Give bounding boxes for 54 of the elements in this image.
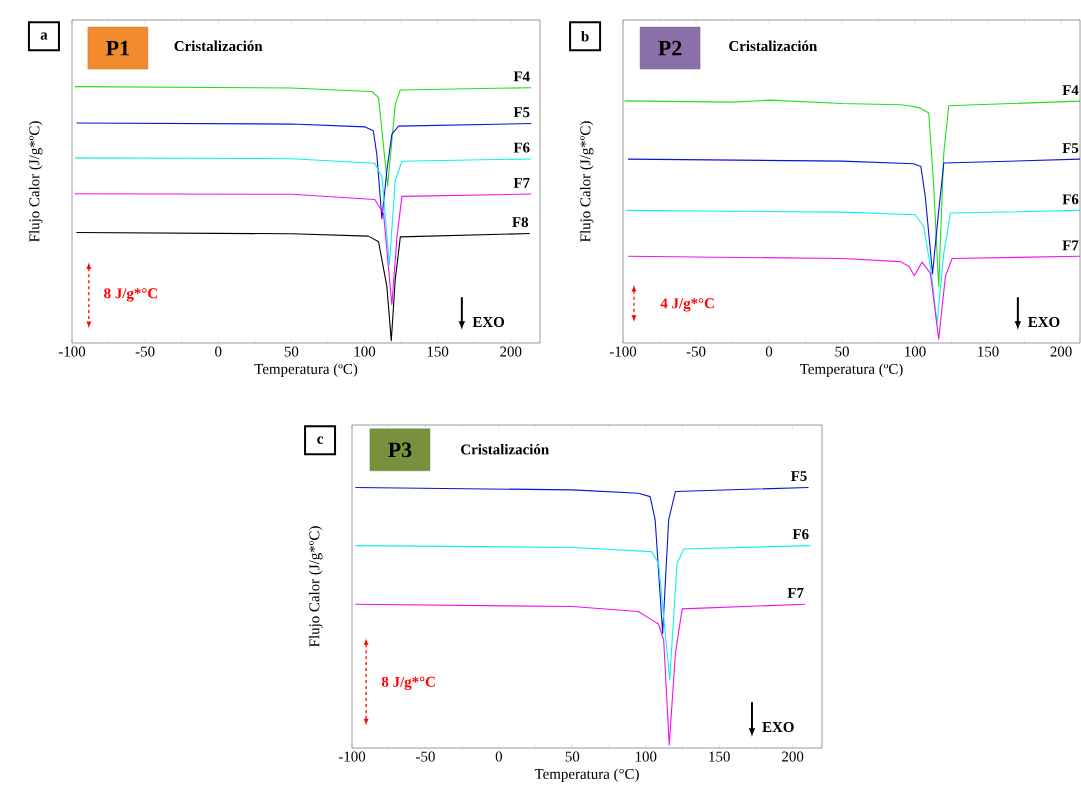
x-tick-label: 150 <box>709 751 730 762</box>
x-tick-label: -50 <box>135 346 155 357</box>
x-tick-label: -100 <box>338 751 366 762</box>
text: a <box>40 32 48 40</box>
x-axis-title: Temperatura (°C) <box>534 768 639 783</box>
x-tick-label: 50 <box>565 751 580 762</box>
x-tick-label: 50 <box>835 346 849 357</box>
x-tick-label: 100 <box>635 751 657 762</box>
text: P2 <box>658 40 682 56</box>
annotation: EXO <box>762 721 794 733</box>
series-label: F8 <box>512 217 529 228</box>
text: P3 <box>388 442 412 458</box>
text: P1 <box>106 40 129 56</box>
y-axis-title: Flujo Calor (J/g*ºC) <box>308 526 323 647</box>
x-tick-label: -50 <box>416 751 435 762</box>
series-label: F6 <box>513 142 530 153</box>
annotation: EXO <box>1028 316 1060 328</box>
annotation: 8 J/g*°C <box>104 288 158 302</box>
x-tick-label: 200 <box>500 346 522 357</box>
x-tick-label: 0 <box>765 346 773 357</box>
series-label: F4 <box>513 71 530 82</box>
chart-title: Cristalización <box>729 40 818 52</box>
x-tick-label: -100 <box>609 346 637 357</box>
series-label: F6 <box>1062 194 1079 205</box>
series-label: F4 <box>1062 85 1079 96</box>
x-tick-label: 200 <box>782 751 804 762</box>
annotation: 8 J/g*°C <box>381 676 435 691</box>
x-tick-label: 100 <box>354 346 376 357</box>
x-tick-label: -100 <box>58 346 86 357</box>
series-label: F7 <box>513 177 530 188</box>
chart-title: Cristalización <box>461 443 549 455</box>
series-label: F5 <box>790 471 807 482</box>
y-axis-title: Flujo Calor (J/g*ºC) <box>579 121 594 242</box>
x-tick-label: 200 <box>1050 346 1072 357</box>
x-tick-label: 100 <box>905 346 926 357</box>
series-label: F7 <box>1062 240 1079 251</box>
series-label: F7 <box>787 588 804 598</box>
chart-title: Cristalización <box>174 40 263 52</box>
text: c <box>317 436 323 444</box>
x-tick-label: 0 <box>495 751 503 762</box>
annotation: 4 J/g*°C <box>660 298 714 312</box>
x-axis-title: Temperatura (ºC) <box>254 363 358 377</box>
x-axis-title: Temperatura (ºC) <box>799 363 903 377</box>
x-tick-label: 50 <box>284 346 299 357</box>
x-tick-label: 150 <box>427 346 449 357</box>
y-axis-title: Flujo Calor (J/g*ºC) <box>28 121 43 242</box>
x-tick-label: 150 <box>978 346 999 357</box>
text: b <box>581 30 589 42</box>
annotation: EXO <box>472 316 505 328</box>
series-label: F6 <box>792 529 809 540</box>
x-tick-label: 0 <box>215 346 222 357</box>
x-tick-label: -50 <box>686 346 706 357</box>
series-label: F5 <box>1062 143 1079 154</box>
series-label: F5 <box>513 107 530 118</box>
